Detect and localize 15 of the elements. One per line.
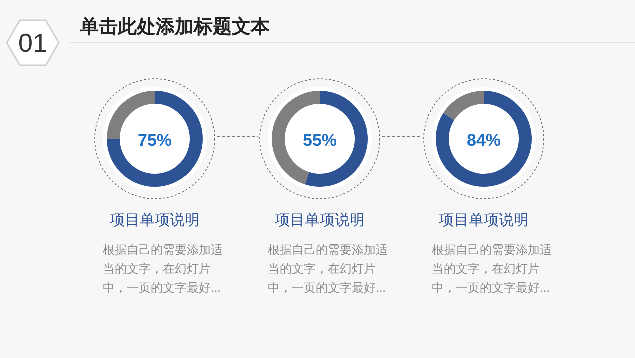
text: 01: [18, 28, 48, 58]
text: 项目单项说明: [274, 211, 366, 230]
text: 根据自己的需要添加适当的文字，在幻灯片中，一页的文字最好...: [432, 242, 553, 297]
text: 根据自己的需要添加适当的文字，在幻灯片中，一页的文字最好...: [268, 242, 389, 297]
data-label: 75%: [138, 131, 172, 150]
donut-slice: [107, 91, 203, 187]
text: 项目单项说明: [109, 211, 201, 230]
donut-slice: [443, 91, 484, 120]
text: 项目单项说明: [438, 211, 530, 230]
donut-slice: [436, 91, 532, 187]
data-label: 84%: [466, 131, 502, 150]
text: 根据自己的需要添加适当的文字，在幻灯片中，一页的文字最好...: [103, 242, 224, 297]
text: 单击此处添加标题文本: [79, 16, 271, 38]
donut-slice: [305, 91, 368, 187]
data-label: 55%: [302, 131, 338, 150]
